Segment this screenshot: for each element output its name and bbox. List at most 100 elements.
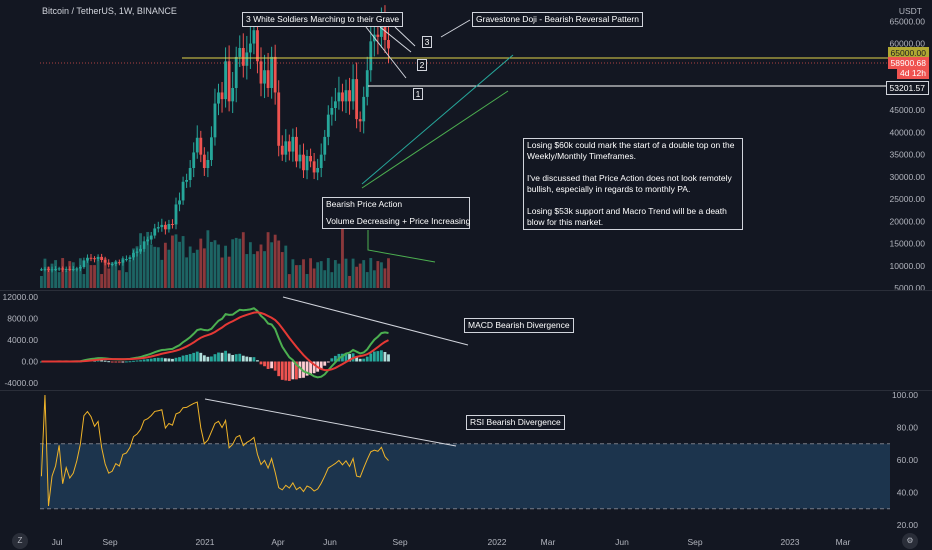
candle-body xyxy=(163,224,167,230)
volume-bar xyxy=(43,258,47,288)
volume-bar xyxy=(50,263,54,288)
volume-bar xyxy=(365,272,369,288)
macd-divergence-annotation[interactable]: MACD Bearish Divergence xyxy=(464,318,574,333)
rsi-band xyxy=(40,443,890,509)
macd-chart[interactable]: 12000.00 8000.00 4000.00 0.00 -4000.00 xyxy=(0,291,932,390)
pane-divider[interactable] xyxy=(0,290,932,291)
candle-body xyxy=(365,70,369,97)
volume-bar xyxy=(312,268,316,288)
macd-histogram-bar xyxy=(358,358,362,362)
price-tick-label: 25000.00 xyxy=(890,194,926,204)
candle-body xyxy=(82,260,86,268)
candle-body xyxy=(238,48,242,57)
time-tick-label: Mar xyxy=(836,537,851,547)
candle-body xyxy=(50,269,54,271)
volume-bar xyxy=(337,263,341,288)
volume-bar xyxy=(89,265,93,288)
candle-body xyxy=(117,262,121,264)
rsi-pane[interactable]: 100.00 80.00 60.00 40.00 20.00 RSI Bearish D… xyxy=(0,391,932,531)
volume-bar xyxy=(40,276,43,288)
candle-body xyxy=(192,152,196,168)
time-tick-label: 2021 xyxy=(196,537,215,547)
volume-bar xyxy=(316,262,320,288)
signal-line xyxy=(41,311,389,372)
macd-tick-label: 8000.00 xyxy=(7,314,38,324)
macd-histogram-bar xyxy=(287,361,291,381)
macd-histogram-bar xyxy=(263,361,266,367)
time-axis[interactable]: Jul Sep 2021 Apr Jun Sep 2022 Mar Jun Sep 2023 Mar … xyxy=(0,532,932,550)
candle-body xyxy=(174,204,178,225)
candle-body xyxy=(273,56,277,93)
soldiers-annotation[interactable]: 3 White Soldiers Marching to their Grave xyxy=(242,12,404,27)
volume-bar xyxy=(75,268,79,288)
candle-body xyxy=(323,136,327,155)
symbol-title[interactable]: Bitcoin / TetherUS, 1W, BINANCE xyxy=(42,6,177,16)
time-tick-label: Sep xyxy=(102,537,117,547)
bearish-pa-annotation[interactable]: Bearish Price Action Volume Decreasing +… xyxy=(322,197,470,229)
price-chart[interactable]: 65000.0060000.0055000.0050000.0045000.00… xyxy=(0,0,932,290)
rsi-tick-label: 80.00 xyxy=(897,423,919,433)
macd-histogram-bar xyxy=(284,361,288,381)
candle-body xyxy=(287,141,291,152)
macd-histogram-bar xyxy=(114,361,118,363)
candle-body xyxy=(220,92,224,100)
time-tick-label: Jun xyxy=(615,537,629,547)
rsi-line xyxy=(40,394,389,507)
pointer-arrow xyxy=(440,19,471,38)
macd-histogram-bar xyxy=(323,361,327,366)
volume-bar xyxy=(181,236,185,288)
candle-body xyxy=(248,43,252,53)
price-tick-label: 15000.00 xyxy=(890,239,926,249)
volume-bar xyxy=(305,274,309,288)
gravestone-annotation[interactable]: Gravestone Doji - Bearish Reversal Patte… xyxy=(472,12,643,27)
time-tick-label: Jun xyxy=(323,537,337,547)
macd-histogram-bar xyxy=(348,354,351,362)
volume-bar xyxy=(82,274,86,288)
macd-histogram-bar xyxy=(280,361,284,380)
macd-histogram-bar xyxy=(224,350,227,362)
volume-bar xyxy=(241,232,245,288)
volume-bar xyxy=(302,259,305,288)
rsi-divergence-annotation[interactable]: RSI Bearish Divergence xyxy=(466,415,565,430)
candle-body xyxy=(280,145,284,155)
volume-bar xyxy=(100,274,104,288)
commentary-annotation[interactable]: Losing $60k could mark the start of a do… xyxy=(523,138,743,230)
macd-histogram-bar xyxy=(132,360,135,362)
volume-bar xyxy=(64,270,68,288)
volume-bar xyxy=(291,259,295,288)
time-tick-label: Sep xyxy=(687,537,702,547)
soldier-tag-1: 1 xyxy=(413,88,423,100)
macd-histogram-bar xyxy=(365,356,369,362)
volume-bar xyxy=(333,260,337,288)
candle-body xyxy=(125,259,128,261)
macd-histogram-bar xyxy=(387,354,390,362)
volume-bar xyxy=(358,263,362,288)
volume-bar xyxy=(362,260,366,288)
candle-body xyxy=(40,269,43,271)
soldier-tag-2: 2 xyxy=(417,59,427,71)
volume-bar xyxy=(273,234,277,288)
pane-divider[interactable] xyxy=(0,390,932,391)
macd-pane[interactable]: 12000.00 8000.00 4000.00 0.00 -4000.00 MACD … xyxy=(0,291,932,390)
macd-histogram-bar xyxy=(309,361,312,375)
macd-histogram-bar xyxy=(156,357,160,362)
candle-body xyxy=(188,168,192,180)
timezone-button[interactable]: Z xyxy=(12,533,28,549)
candle-body xyxy=(259,61,263,84)
macd-histogram-bar xyxy=(383,351,387,362)
bar-countdown-tag: 4d 12h xyxy=(897,67,929,79)
trend-line xyxy=(361,54,514,185)
rsi-chart[interactable]: 100.00 80.00 60.00 40.00 20.00 xyxy=(0,391,932,531)
settings-icon[interactable]: ⚙ xyxy=(902,533,918,549)
macd-tick-label: 12000.00 xyxy=(3,292,39,302)
candle-body xyxy=(210,137,213,160)
candle-body xyxy=(369,41,373,71)
macd-histogram-bar xyxy=(181,355,185,362)
price-tick-label: 40000.00 xyxy=(890,127,926,137)
macd-histogram-bar xyxy=(202,355,206,362)
volume-bar xyxy=(270,242,274,288)
macd-histogram-bar xyxy=(277,361,281,377)
macd-histogram-bar xyxy=(372,351,376,362)
price-pane[interactable]: 65000.0060000.0055000.0050000.0045000.00… xyxy=(0,0,932,290)
candle-body xyxy=(195,137,199,153)
